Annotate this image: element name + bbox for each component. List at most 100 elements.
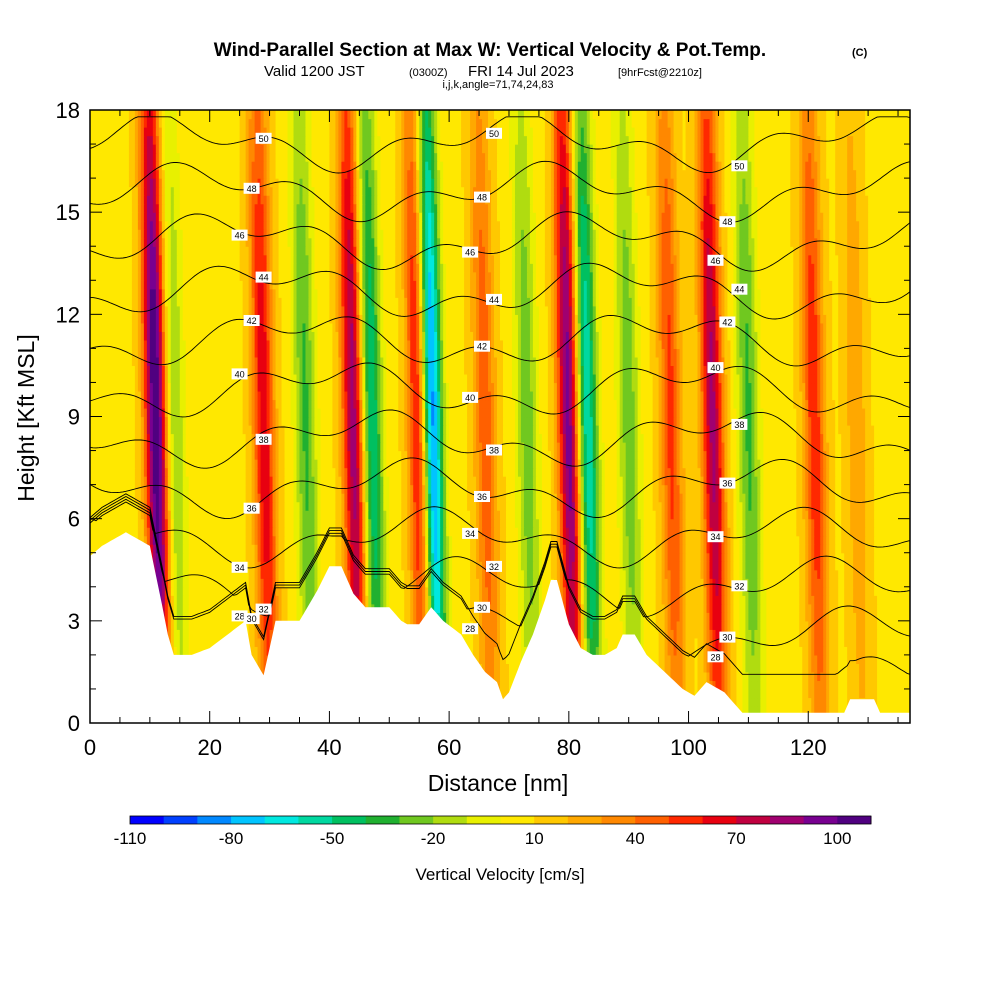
velocity-cell	[625, 603, 630, 613]
velocity-cell	[898, 671, 902, 682]
velocity-cell	[856, 629, 860, 639]
velocity-cell	[452, 620, 456, 630]
velocity-cell	[781, 663, 785, 673]
velocity-cell	[296, 612, 301, 622]
velocity-cell	[266, 620, 271, 630]
velocity-cell	[700, 671, 705, 682]
velocity-cell	[790, 688, 794, 699]
velocity-cell	[748, 680, 752, 690]
velocity-cell	[847, 680, 851, 690]
velocity-cell	[508, 654, 513, 664]
velocity-cell	[676, 637, 681, 647]
velocity-cell	[796, 671, 800, 682]
velocity-cell	[428, 603, 432, 613]
velocity-cell	[814, 680, 818, 690]
velocity-cell	[577, 586, 582, 596]
velocity-cell	[685, 637, 690, 647]
velocity-cell	[446, 603, 450, 613]
velocity-cell	[461, 586, 465, 596]
velocity-cell	[263, 620, 268, 630]
velocity-cell	[514, 603, 519, 613]
velocity-cell	[464, 637, 468, 647]
velocity-cell	[404, 595, 408, 605]
velocity-cell	[730, 671, 735, 682]
velocity-cell	[538, 586, 543, 596]
velocity-cell	[814, 637, 818, 647]
velocity-cell	[742, 654, 746, 664]
velocity-cell	[697, 620, 702, 630]
velocity-cell	[667, 612, 672, 622]
velocity-cell	[706, 595, 711, 605]
velocity-cell	[637, 612, 642, 622]
velocity-cell	[766, 595, 770, 605]
velocity-cell	[739, 595, 744, 605]
velocity-cell	[631, 603, 636, 613]
velocity-cell	[826, 603, 830, 613]
velocity-cell	[257, 586, 262, 596]
velocity-cell	[502, 637, 507, 647]
velocity-cell	[574, 629, 579, 639]
velocity-cell	[179, 612, 184, 622]
velocity-cell	[727, 663, 732, 673]
velocity-cell	[787, 620, 791, 630]
velocity-cell	[290, 612, 295, 622]
velocity-cell	[700, 629, 705, 639]
velocity-cell	[832, 680, 836, 690]
velocity-cell	[832, 688, 836, 699]
velocity-cell	[796, 620, 800, 630]
velocity-cell	[775, 688, 779, 699]
velocity-cell	[610, 595, 615, 605]
velocity-cell	[682, 603, 687, 613]
velocity-cell	[898, 646, 902, 656]
velocity-cell	[245, 603, 250, 613]
velocity-cell	[185, 612, 190, 622]
velocity-cell	[835, 705, 839, 716]
velocity-cell	[502, 663, 507, 673]
velocity-cell	[838, 663, 842, 673]
velocity-cell	[209, 637, 214, 647]
velocity-cell	[766, 688, 770, 699]
velocity-cell	[410, 595, 414, 605]
velocity-cell	[856, 612, 860, 622]
velocity-cell	[200, 629, 205, 639]
velocity-cell	[844, 629, 848, 639]
velocity-cell	[856, 595, 860, 605]
velocity-cell	[482, 586, 486, 596]
velocity-cell	[622, 629, 627, 639]
velocity-cell	[763, 603, 767, 613]
velocity-cell	[473, 586, 477, 596]
velocity-cell	[820, 595, 824, 605]
velocity-cell	[871, 680, 875, 690]
velocity-cell	[790, 671, 794, 682]
velocity-cell	[871, 654, 875, 664]
velocity-cell	[850, 688, 854, 699]
velocity-cell	[871, 629, 875, 639]
velocity-cell	[859, 646, 863, 656]
velocity-cell	[703, 671, 708, 682]
velocity-cell	[470, 595, 474, 605]
velocity-cell	[832, 612, 836, 622]
velocity-cell	[898, 697, 902, 707]
velocity-cell	[167, 603, 172, 613]
velocity-cell	[502, 612, 507, 622]
velocity-cell	[796, 688, 800, 699]
velocity-cell	[488, 663, 492, 673]
velocity-cell	[622, 612, 627, 622]
velocity-cell	[754, 663, 758, 673]
velocity-cell	[167, 586, 172, 596]
velocity-cell	[583, 629, 588, 639]
velocity-cell	[505, 688, 510, 699]
velocity-cell	[832, 654, 836, 664]
velocity-cell	[745, 595, 749, 605]
velocity-cell	[766, 603, 770, 613]
velocity-cell	[745, 688, 749, 699]
velocity-cell	[835, 629, 839, 639]
velocity-cell	[844, 671, 848, 682]
velocity-cell	[811, 637, 815, 647]
velocity-cell	[736, 637, 741, 647]
velocity-cell	[592, 646, 597, 656]
velocity-cell	[802, 637, 806, 647]
velocity-cell	[616, 612, 621, 622]
velocity-cell	[805, 688, 809, 699]
velocity-cell	[242, 586, 247, 596]
